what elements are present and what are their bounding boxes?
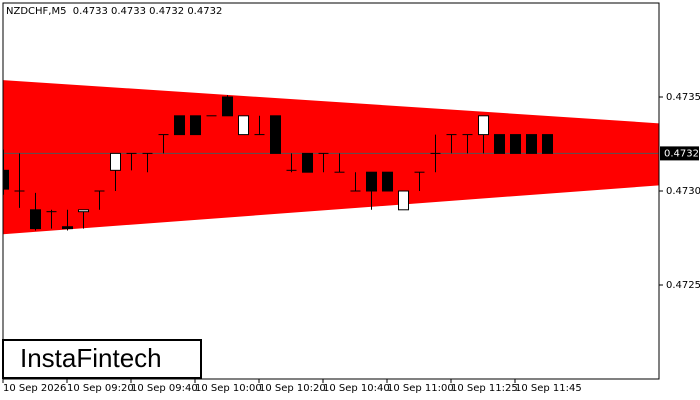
- x-tick-label: 10 Sep 11:25: [451, 383, 518, 394]
- x-tick-label: 10 Sep 10:00: [195, 383, 262, 394]
- y-tick-label: 0.4730: [666, 186, 700, 197]
- candle-body: [382, 171, 393, 192]
- candle-body: [366, 171, 377, 192]
- x-tick-label: 10 Sep 09:40: [131, 383, 198, 394]
- triangle-pattern: [3, 80, 659, 235]
- y-tick-label: 0.4725: [666, 280, 700, 291]
- candle-body: [398, 190, 409, 211]
- logo-box: [2, 339, 202, 379]
- x-tick-label: 10 Sep 11:45: [515, 383, 582, 394]
- x-tick-label: 10 Sep 09:20: [67, 383, 134, 394]
- candle-body: [478, 115, 489, 136]
- x-tick-label: 10 Sep 10:20: [259, 383, 326, 394]
- chart-title: NZDCHF,M5 0.4733 0.4733 0.4732 0.4732: [6, 6, 222, 17]
- candle-body: [222, 96, 233, 117]
- candle-body: [110, 152, 121, 171]
- x-tick-label: 10 Sep 10:40: [323, 383, 390, 394]
- logo: InstaFintech: [20, 343, 162, 373]
- candle-body: [30, 209, 41, 230]
- y-tick-label: 0.4735: [666, 92, 700, 103]
- candle-body: [174, 115, 185, 136]
- candle-body: [302, 152, 313, 173]
- x-tick-label: 10 Sep 2026: [3, 383, 66, 394]
- candle-body: [238, 115, 249, 136]
- candle-body: [270, 115, 281, 154]
- candle-body: [510, 134, 521, 154]
- current-price-box: [660, 146, 699, 161]
- plot-area: [3, 80, 659, 235]
- x-tick-label: 10 Sep 11:00: [387, 383, 454, 394]
- candle-body: [190, 115, 201, 136]
- candle-body: [542, 134, 553, 154]
- candle-body: [526, 134, 537, 154]
- current-price-label: 0.4732: [664, 148, 699, 159]
- candle-body: [62, 226, 73, 230]
- candle-body: [78, 209, 89, 213]
- candle-body: [494, 134, 505, 154]
